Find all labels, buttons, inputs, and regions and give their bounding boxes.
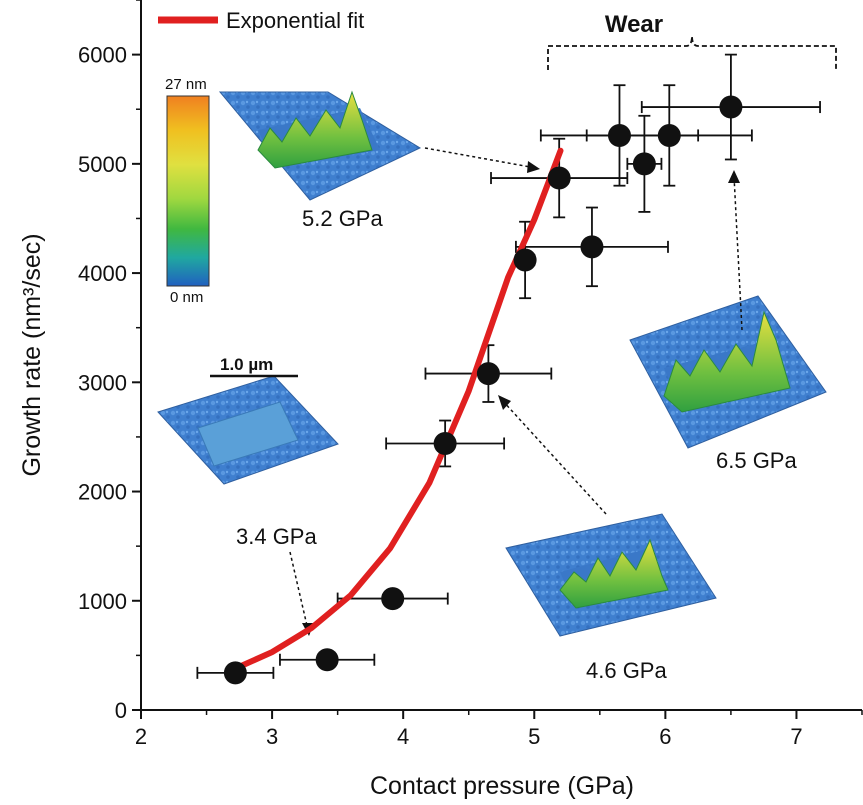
inset-arrows <box>289 147 743 631</box>
afm-inset-4-6gpa <box>505 513 717 637</box>
inset-label-5-2gpa: 5.2 GPa <box>302 206 383 231</box>
y-tick-label: 3000 <box>78 370 127 395</box>
axis-ticks <box>132 0 863 719</box>
x-tick-label: 7 <box>790 724 802 749</box>
data-point <box>632 152 656 176</box>
inset-label-6-5gpa: 6.5 GPa <box>716 448 797 473</box>
scale-bar-label: 1.0 µm <box>220 355 273 374</box>
y-axis-title: Growth rate (nm³/sec) <box>18 233 46 476</box>
x-axis-title: Contact pressure (GPa) <box>370 772 634 800</box>
data-point <box>381 587 405 611</box>
data-point <box>547 166 571 190</box>
inset-label-3-4gpa: 3.4 GPa <box>236 524 317 549</box>
data-points <box>223 95 743 685</box>
colorbar-max-label: 27 nm <box>165 76 207 93</box>
wear-label: Wear <box>605 11 663 38</box>
data-point <box>315 648 339 672</box>
y-tick-label: 1000 <box>78 589 127 614</box>
afm-inset-5-2gpa <box>218 90 422 201</box>
data-point <box>607 123 631 147</box>
data-point <box>476 362 500 386</box>
y-tick-label: 6000 <box>78 43 127 68</box>
data-point <box>719 95 743 119</box>
x-tick-label: 6 <box>659 724 671 749</box>
x-tick-label: 5 <box>528 724 540 749</box>
afm-inset-3-4gpa <box>157 375 339 485</box>
afm-inset-6-5gpa <box>629 295 827 449</box>
data-point <box>433 431 457 455</box>
tick-labels: 2 3 4 5 6 7 0 1000 2000 3000 4000 5000 6000 <box>78 43 803 749</box>
inset-label-4-6gpa: 4.6 GPa <box>586 658 667 683</box>
x-tick-label: 4 <box>397 724 409 749</box>
x-tick-label: 2 <box>135 724 147 749</box>
data-point <box>657 123 681 147</box>
colorbar <box>166 95 210 287</box>
y-tick-label: 2000 <box>78 480 127 505</box>
exponential-fit-line <box>232 147 564 672</box>
y-tick-label: 4000 <box>78 261 127 286</box>
data-point <box>580 235 604 259</box>
wear-bracket <box>547 35 837 70</box>
x-tick-label: 3 <box>266 724 278 749</box>
colorbar-min-label: 0 nm <box>170 289 203 306</box>
y-tick-label: 0 <box>115 698 127 723</box>
legend-fit-label: Exponential fit <box>226 8 364 33</box>
y-tick-label: 5000 <box>78 152 127 177</box>
data-point <box>223 661 247 685</box>
data-point <box>513 248 537 272</box>
